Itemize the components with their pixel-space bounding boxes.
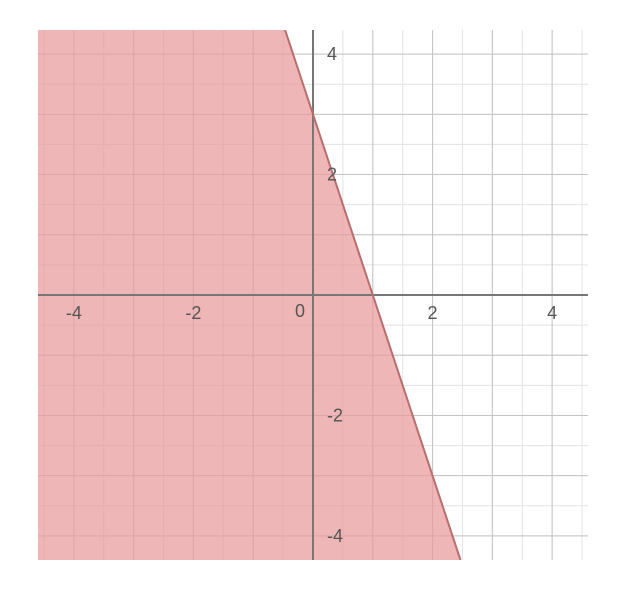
x-tick-label: -4: [66, 303, 82, 323]
x-tick-label: 4: [547, 303, 557, 323]
y-tick-label: 4: [327, 44, 337, 64]
x-tick-label: -2: [185, 303, 201, 323]
graph-canvas: -4 -2 0 2 4 -4 -2 2 4: [0, 0, 628, 616]
inequality-graph: -4 -2 0 2 4 -4 -2 2 4: [0, 0, 628, 616]
y-tick-label: -2: [327, 405, 343, 425]
x-tick-label: 0: [295, 301, 305, 321]
y-tick-label: 2: [327, 165, 337, 185]
x-tick-label: 2: [428, 303, 438, 323]
y-tick-label: -4: [327, 526, 343, 546]
